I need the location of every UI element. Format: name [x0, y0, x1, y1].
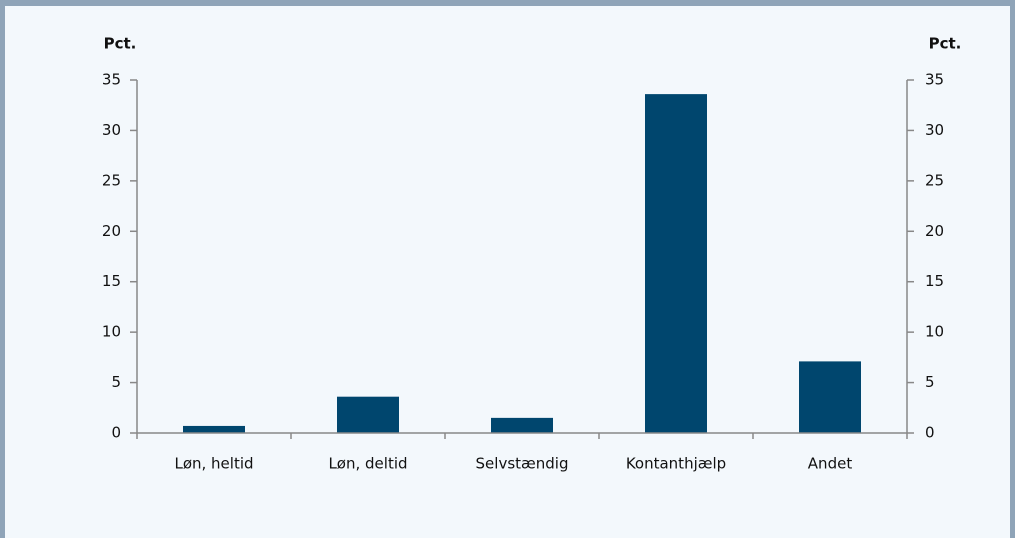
y-axis-label: Pct.: [104, 35, 137, 53]
y-tick-label: 10: [102, 323, 121, 341]
bar: [491, 417, 553, 433]
y-tick-label: 15: [102, 272, 121, 290]
x-tick-label: Selvstændig: [476, 455, 569, 473]
bar: [183, 425, 245, 433]
right-border: [1010, 0, 1015, 538]
y-tick-label: 0: [111, 424, 121, 442]
x-tick-label: Løn, deltid: [328, 455, 407, 473]
y2-tick-label: 15: [925, 272, 944, 290]
bar: [799, 361, 861, 433]
bar: [337, 396, 399, 433]
y-tick-label: 25: [102, 171, 121, 189]
y2-tick-label: 20: [925, 222, 944, 240]
y2-tick-label: 35: [925, 71, 944, 89]
y-tick-label: 35: [102, 71, 121, 89]
y2-tick-label: 25: [925, 171, 944, 189]
y-tick-label: 30: [102, 121, 121, 139]
x-tick-label: Løn, heltid: [174, 455, 253, 473]
y2-tick-label: 0: [925, 424, 935, 442]
y2-tick-label: 5: [925, 373, 935, 391]
y-tick-label: 5: [111, 373, 121, 391]
x-tick-label: Kontanthjælp: [626, 455, 726, 473]
bar: [645, 94, 707, 434]
x-tick-label: Andet: [808, 455, 853, 473]
header-band: [0, 0, 1015, 6]
y2-axis-label: Pct.: [929, 35, 962, 53]
y2-tick-label: 30: [925, 121, 944, 139]
left-border: [0, 0, 5, 538]
y-tick-label: 20: [102, 222, 121, 240]
y2-tick-label: 10: [925, 323, 944, 341]
